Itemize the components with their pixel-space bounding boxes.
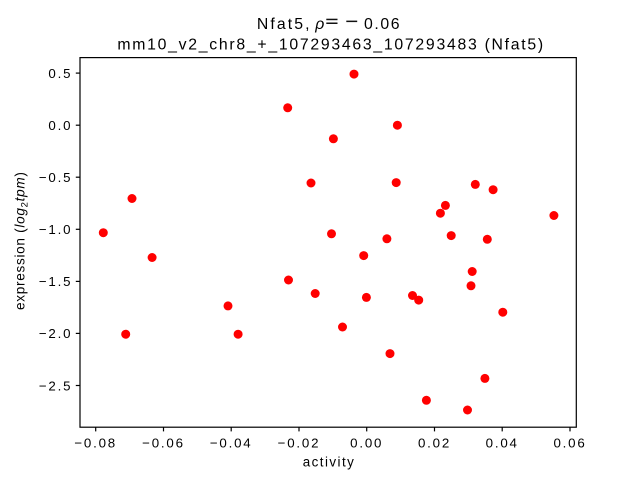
svg-text:0.00: 0.00 — [350, 436, 383, 451]
svg-text:mm10_v2_chr8_+_107293463_10729: mm10_v2_chr8_+_107293463_107293483 (Nfat… — [117, 37, 545, 54]
svg-text:0.04: 0.04 — [486, 436, 519, 451]
svg-text:−0.08: −0.08 — [74, 436, 117, 451]
svg-text:−0.02: −0.02 — [278, 436, 321, 451]
svg-text:−1.0: −1.0 — [39, 222, 72, 237]
svg-text:Nfat5,: Nfat5, — [257, 16, 312, 33]
svg-text:0.06: 0.06 — [364, 16, 401, 33]
svg-text:0.02: 0.02 — [418, 436, 451, 451]
svg-text:−1.5: −1.5 — [39, 274, 72, 289]
svg-text:0.06: 0.06 — [553, 436, 586, 451]
svg-text:−2.5: −2.5 — [39, 378, 72, 393]
svg-text:0.0: 0.0 — [48, 118, 72, 133]
svg-text:−0.04: −0.04 — [210, 436, 253, 451]
svg-text:−0.5: −0.5 — [39, 170, 72, 185]
svg-text:−0.06: −0.06 — [142, 436, 185, 451]
svg-text:0.5: 0.5 — [48, 66, 72, 81]
svg-text:activity: activity — [303, 455, 356, 470]
svg-text:ρ: ρ — [314, 16, 324, 33]
svg-text:−2.0: −2.0 — [39, 326, 72, 341]
